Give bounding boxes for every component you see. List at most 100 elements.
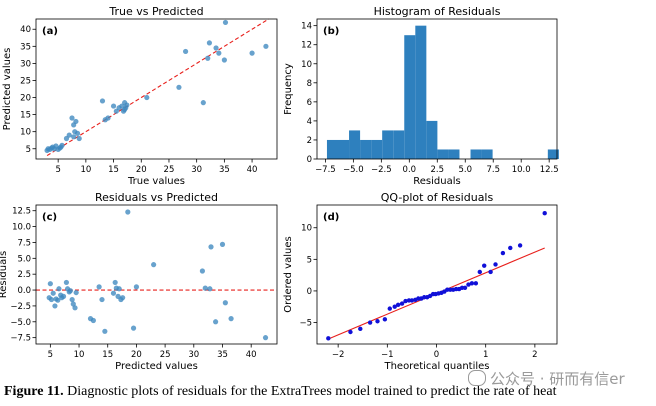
y-tick-label: 20 xyxy=(20,94,31,104)
data-point xyxy=(263,43,269,49)
y-tick-label: 5.0 xyxy=(17,254,31,264)
y-tick-label: 4 xyxy=(307,117,312,127)
x-tick-label: −2 xyxy=(332,350,345,360)
caption-text: Diagnostic plots of residuals for the Ex… xyxy=(67,384,557,399)
x-tick-label: 0 xyxy=(434,350,439,360)
data-point xyxy=(120,295,126,301)
data-point xyxy=(219,241,226,247)
data-point xyxy=(403,298,408,304)
y-tick-label: 15 xyxy=(20,111,31,121)
y-tick-label: 10 xyxy=(301,224,312,234)
panel-label: (b) xyxy=(323,26,339,37)
data-point xyxy=(76,135,82,142)
data-point xyxy=(66,132,72,138)
histogram-bar xyxy=(404,35,416,159)
data-point xyxy=(262,335,269,341)
data-point xyxy=(110,103,117,109)
y-tick-label: 12.5 xyxy=(12,207,31,217)
x-tick-label: 5 xyxy=(55,165,60,175)
data-point xyxy=(517,243,523,248)
reference-line xyxy=(46,18,269,157)
y-tick-label: 7.5 xyxy=(17,238,31,248)
data-point xyxy=(48,296,55,303)
caption-label: Figure 11. xyxy=(4,384,64,399)
data-point xyxy=(96,284,102,290)
histogram-bar xyxy=(547,149,559,159)
panel-c: Residuals vs Predicted 5 10 15 20 25 30 35 40 −7.… xyxy=(0,191,278,372)
data-point xyxy=(130,325,137,331)
y-tick-label: 0 xyxy=(307,155,312,165)
x-tick-label: 10 xyxy=(80,165,91,175)
panel-title: QQ-plot of Residuals xyxy=(381,191,494,204)
histogram-bar xyxy=(360,139,372,159)
histogram-bar xyxy=(338,139,350,159)
watermark-text: 公众号 · 研而有信er xyxy=(490,370,625,388)
data-point xyxy=(176,84,182,90)
y-axis-label: Frequency xyxy=(283,63,294,115)
data-point xyxy=(124,102,130,108)
data-point xyxy=(73,289,79,296)
data-point xyxy=(358,326,363,332)
data-point xyxy=(399,301,405,306)
histogram-bar xyxy=(349,130,361,159)
data-point xyxy=(222,300,228,306)
data-point xyxy=(199,268,206,274)
data-point xyxy=(382,317,388,322)
data-point xyxy=(221,57,227,63)
data-point xyxy=(60,293,67,299)
data-point xyxy=(493,262,498,267)
histogram-bar xyxy=(371,139,383,159)
x-axis-label: Theoretical quantiles xyxy=(383,361,489,372)
data-point xyxy=(469,281,475,286)
wechat-icon xyxy=(468,370,486,386)
data-point xyxy=(202,285,208,291)
data-point xyxy=(392,304,397,309)
data-point xyxy=(409,298,415,303)
data-point xyxy=(249,50,255,56)
x-axis-label: True values xyxy=(127,176,185,187)
data-point xyxy=(74,130,81,136)
y-tick-label: 5 xyxy=(26,145,31,155)
data-point xyxy=(55,297,61,303)
data-point xyxy=(133,284,140,290)
data-point xyxy=(206,40,213,46)
y-tick-label: 10 xyxy=(20,128,31,138)
data-point xyxy=(67,288,74,294)
histogram-bar xyxy=(326,139,339,159)
x-tick-label: 5.0 xyxy=(458,165,472,175)
data-point xyxy=(116,286,122,292)
y-tick-label: −7.5 xyxy=(10,334,31,344)
panel-title: True vs Predicted xyxy=(108,5,203,18)
x-tick-label: 40 xyxy=(247,165,258,175)
histogram-bar xyxy=(470,149,482,159)
data-point xyxy=(200,100,206,106)
panel-label: (c) xyxy=(42,212,57,223)
x-tick-label: 10.0 xyxy=(512,165,531,175)
data-point xyxy=(102,328,108,334)
panel-a: True vs Predicted 5 10 15 20 25 30 35 40 5 10 15 20 2… xyxy=(2,5,278,187)
data-point xyxy=(207,286,213,292)
y-tick-label: 10.0 xyxy=(12,223,31,233)
data-point xyxy=(473,281,479,286)
panel-title: Residuals vs Predicted xyxy=(95,191,218,204)
y-tick-label: −5 xyxy=(299,319,312,329)
data-point xyxy=(213,45,219,51)
x-tick-label: 12.5 xyxy=(540,165,559,175)
data-point xyxy=(58,144,64,150)
histogram-bar xyxy=(426,120,438,159)
data-point xyxy=(69,115,75,121)
x-tick-label: 40 xyxy=(246,350,257,360)
y-tick-label: 14 xyxy=(301,22,312,32)
histogram-bar xyxy=(448,149,460,159)
x-tick-label: 15 xyxy=(102,350,113,360)
y-tick-label: 0.0 xyxy=(17,286,31,296)
histogram-bar xyxy=(481,149,493,159)
x-tick-label: 2.5 xyxy=(431,165,445,175)
data-point xyxy=(542,211,547,216)
data-point xyxy=(477,269,482,275)
histogram-bar xyxy=(437,149,449,159)
data-point xyxy=(326,336,331,341)
x-tick-label: −5.0 xyxy=(343,165,364,175)
y-tick-label: 6 xyxy=(307,98,312,108)
data-point xyxy=(228,316,234,322)
